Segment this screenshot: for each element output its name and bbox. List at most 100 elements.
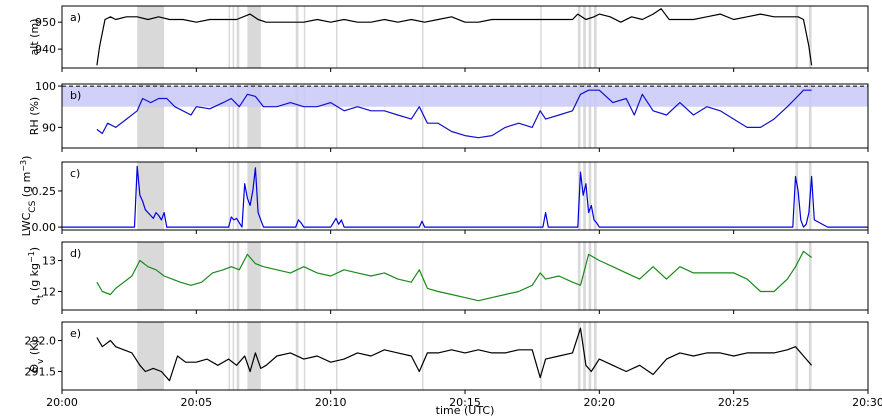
cloud-shade-15	[808, 242, 812, 310]
cloud-shade-1	[228, 162, 231, 230]
cloud-shade-6	[303, 6, 306, 68]
cloud-shade-14	[795, 242, 799, 310]
axes-frame	[61, 321, 869, 391]
y-tick-label: 90	[42, 121, 56, 134]
cloud-shade-0	[137, 322, 165, 390]
cloud-shade-13	[593, 6, 597, 68]
cloud-shade-14	[795, 322, 799, 390]
cloud-shade-3	[236, 242, 240, 310]
panel-4: 291.5 292.0 e) Θv (K)	[25, 321, 869, 394]
cloud-shade-13	[593, 84, 597, 148]
cloud-shade-11	[583, 162, 586, 230]
cloud-shade-7	[336, 84, 338, 148]
cloud-shade-11	[583, 84, 586, 148]
cloud-shade-8	[422, 84, 424, 148]
cloud-shade-15	[808, 84, 812, 148]
cloud-shade-1	[228, 322, 231, 390]
cloud-shade-1	[228, 6, 231, 68]
y-axis-label: qt (g kg−1)	[27, 247, 47, 305]
cloud-shade-10	[577, 84, 581, 148]
cloud-shade-1	[228, 84, 231, 148]
cloud-shade-4	[247, 162, 261, 230]
cloud-shade-1	[228, 242, 231, 310]
series-line-4-0	[96, 327, 813, 382]
y-tick-label: 12	[42, 285, 56, 298]
cloud-shade-4	[247, 242, 261, 310]
y-tick-label: 100	[35, 80, 56, 93]
cloud-shade-13	[593, 242, 597, 310]
cloud-shade-10	[577, 242, 581, 310]
cloud-shade-9	[540, 6, 542, 68]
panel-letter: a)	[70, 11, 81, 24]
cloud-shade-5	[295, 162, 299, 230]
cloud-shade-3	[236, 84, 240, 148]
cloud-shade-14	[795, 84, 799, 148]
saturation-band	[62, 86, 868, 107]
cloud-shade-7	[336, 242, 338, 310]
cloud-shade-12	[588, 322, 592, 390]
x-axis-label: time (UTC)	[436, 404, 495, 417]
cloud-shade-10	[577, 6, 581, 68]
cloud-shade-14	[795, 162, 799, 230]
cloud-shade-12	[588, 242, 592, 310]
axes-frame	[61, 241, 869, 311]
panel-letter: e)	[70, 327, 81, 340]
y-tick-label: 291.5	[25, 365, 57, 378]
series-line-0-0	[96, 8, 813, 66]
y-tick-label: 0.25	[32, 185, 57, 198]
cloud-shade-9	[540, 162, 542, 230]
x-tick-label: 20:00	[46, 396, 78, 409]
panel-3: 12 13 d) qt (g kg−1)	[27, 241, 869, 314]
cloud-shade-0	[137, 6, 165, 68]
panel-letter: d)	[70, 247, 81, 260]
y-tick-label: 292.0	[25, 335, 57, 348]
cloud-shade-3	[236, 322, 240, 390]
cloud-shade-7	[336, 322, 338, 390]
cloud-shade-8	[422, 242, 424, 310]
x-tick-label: 20:25	[718, 396, 750, 409]
cloud-shade-0	[137, 162, 165, 230]
cloud-shade-6	[303, 162, 306, 230]
cloud-shade-8	[422, 162, 424, 230]
panel-1: 90 100 b) RH (%)	[28, 80, 869, 152]
cloud-shade-2	[232, 322, 235, 390]
cloud-shade-2	[232, 162, 235, 230]
cloud-shade-4	[247, 6, 261, 68]
cloud-shade-3	[236, 6, 240, 68]
cloud-shade-2	[232, 6, 235, 68]
cloud-shade-15	[808, 6, 812, 68]
axes-frame	[61, 5, 869, 69]
cloud-shade-8	[422, 6, 424, 68]
cloud-shade-12	[588, 84, 592, 148]
cloud-shade-5	[295, 84, 299, 148]
panel-2: 0.00 0.25 c) LWCCS (g m−3)	[19, 156, 869, 236]
cloud-shade-6	[303, 84, 306, 148]
cloud-shade-13	[593, 162, 597, 230]
x-tick-label: 20:15	[449, 396, 481, 409]
cloud-shade-14	[795, 6, 799, 68]
cloud-shade-5	[295, 6, 299, 68]
cloud-shade-12	[588, 6, 592, 68]
x-tick-label: 20:20	[583, 396, 615, 409]
y-axis-label: RH (%)	[28, 97, 41, 135]
cloud-shade-9	[540, 84, 542, 148]
cloud-shade-13	[593, 322, 597, 390]
y-tick-label: 950	[35, 16, 56, 29]
y-tick-label: 13	[42, 255, 56, 268]
cloud-shade-7	[336, 6, 338, 68]
series-line-2-0	[62, 165, 868, 228]
x-tick-label: 20:05	[180, 396, 212, 409]
cloud-shade-8	[422, 322, 424, 390]
cloud-shade-9	[540, 242, 542, 310]
cloud-shade-10	[577, 322, 581, 390]
y-axis-label: alt (m)	[28, 19, 41, 56]
y-tick-label: 940	[35, 43, 56, 56]
cloud-shade-6	[303, 322, 306, 390]
y-axis-label: Θv (K)	[28, 339, 46, 372]
panel-0: 940 950 a) alt (m)	[28, 5, 869, 72]
series-line-1-0	[96, 89, 812, 139]
cloud-shade-11	[583, 242, 586, 310]
cloud-shade-6	[303, 242, 306, 310]
cloud-shade-9	[540, 322, 542, 390]
cloud-shade-0	[137, 242, 165, 310]
